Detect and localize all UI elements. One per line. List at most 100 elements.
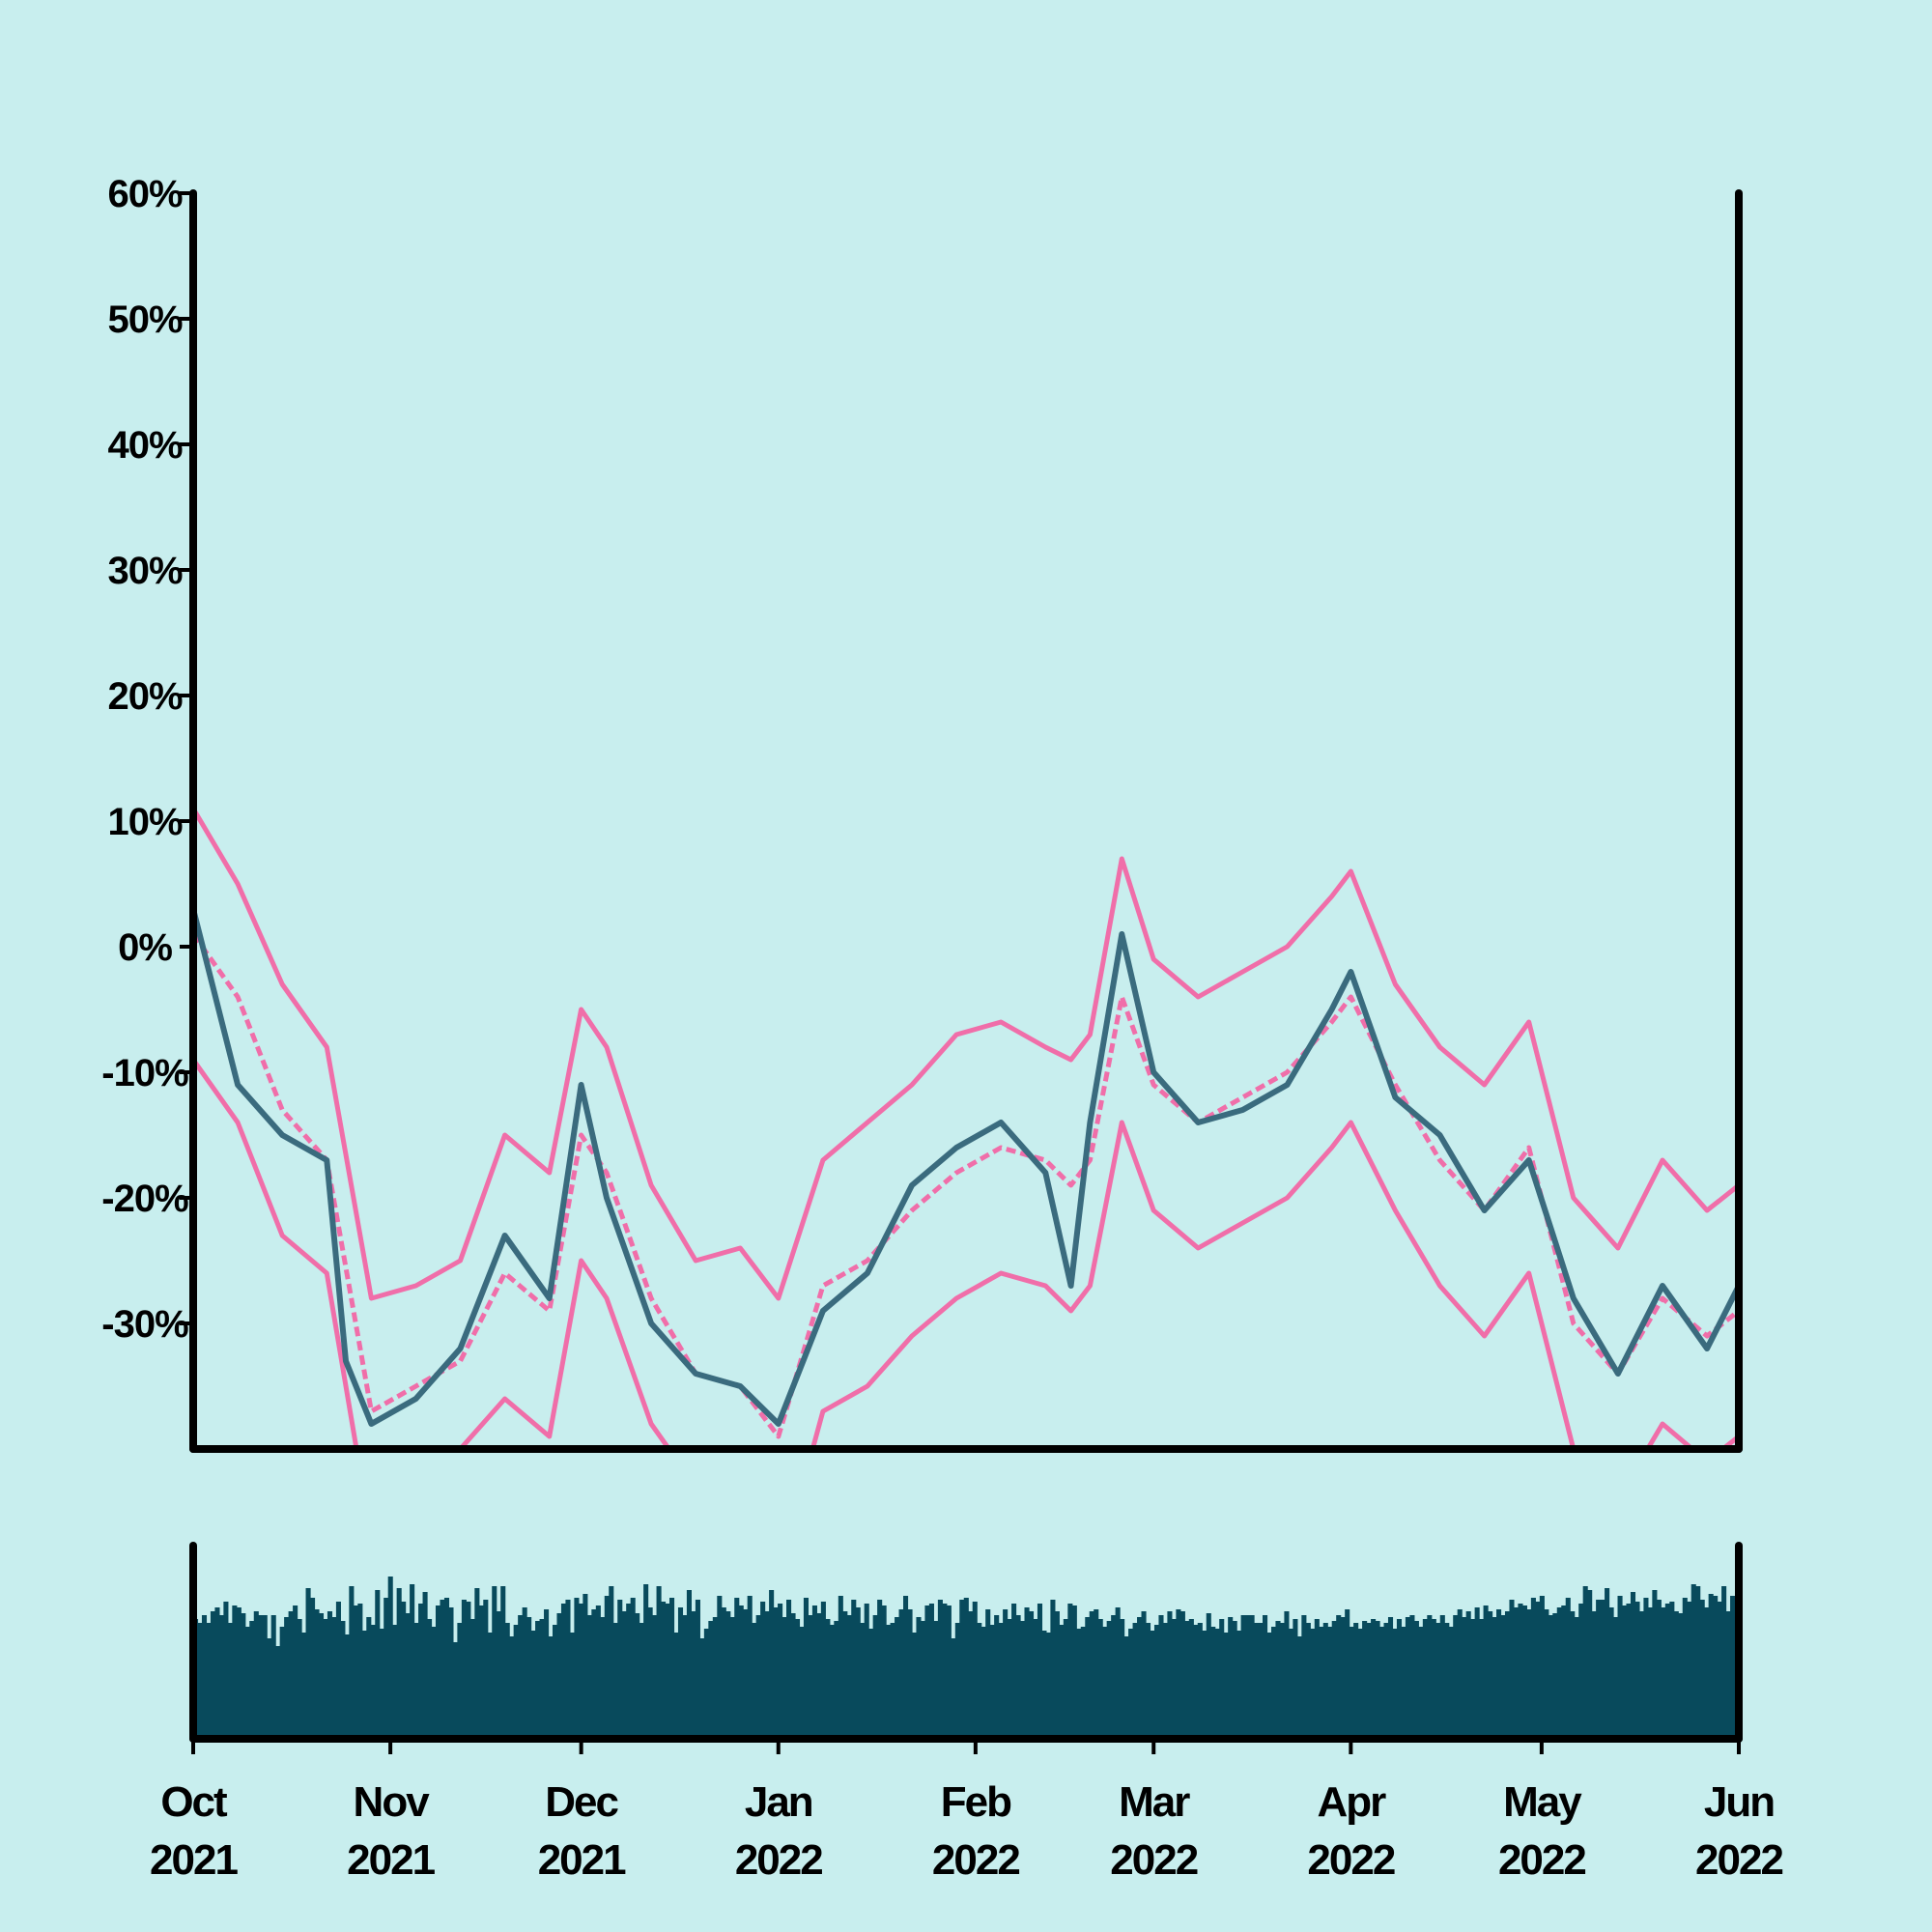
volume-bar <box>1063 1619 1068 1739</box>
volume-bar <box>1638 1611 1644 1739</box>
volume-bar <box>1409 1615 1415 1739</box>
volume-bar <box>1708 1594 1714 1739</box>
volume-bar <box>1492 1617 1497 1739</box>
volume-bar <box>612 1623 618 1739</box>
volume-bar <box>1661 1607 1666 1739</box>
volume-bar <box>1167 1611 1173 1739</box>
volume-bar <box>752 1623 757 1739</box>
volume-bar <box>1179 1611 1185 1739</box>
volume-bar <box>357 1604 363 1739</box>
volume-bar <box>764 1611 770 1739</box>
volume-bar <box>1111 1615 1117 1739</box>
volume-bar <box>1150 1631 1155 1739</box>
volume-bar <box>1600 1600 1605 1739</box>
volume-bar <box>1331 1621 1337 1739</box>
volume-bar <box>1488 1611 1493 1739</box>
volume-bar <box>249 1621 255 1739</box>
volume-bar <box>1483 1605 1489 1739</box>
volume-bar <box>1003 1609 1009 1739</box>
y-tick-label: 60% <box>107 173 182 215</box>
volume-bar <box>1015 1615 1021 1739</box>
volume-bar <box>1240 1615 1246 1739</box>
volume-bar <box>344 1634 350 1739</box>
volume-bar <box>1371 1619 1377 1739</box>
volume-bar <box>626 1604 632 1739</box>
volume-bar <box>1279 1623 1286 1739</box>
volume-bar <box>1162 1623 1168 1739</box>
volume-bar <box>569 1633 575 1739</box>
volume-bar <box>530 1631 536 1739</box>
volume-bar <box>253 1611 259 1739</box>
x-tick-year: 2021 <box>538 1836 626 1884</box>
volume-bar <box>375 1590 381 1739</box>
volume-bar <box>811 1605 817 1739</box>
volume-bar <box>387 1577 393 1739</box>
volume-bar <box>305 1588 311 1739</box>
volume-bar <box>721 1607 726 1739</box>
volume-bar <box>1383 1623 1389 1739</box>
volume-bar <box>1106 1621 1112 1739</box>
volume-bar <box>496 1611 501 1739</box>
volume-bar <box>1605 1588 1610 1739</box>
volume-bar <box>877 1600 883 1739</box>
volume-bar <box>928 1604 934 1739</box>
volume-bar <box>461 1600 467 1739</box>
volume-bar <box>1401 1627 1406 1739</box>
volume-bar <box>431 1627 437 1739</box>
volume-bar <box>452 1642 458 1739</box>
volume-bar <box>600 1617 606 1739</box>
volume-bar <box>635 1613 640 1739</box>
volume-bar <box>838 1596 843 1739</box>
volume-bar <box>435 1605 441 1739</box>
price-series <box>193 908 1739 1427</box>
volume-bar <box>227 1623 233 1739</box>
volume-bar <box>232 1605 238 1739</box>
volume-bar <box>1258 1623 1264 1739</box>
volume-bar <box>1184 1621 1190 1739</box>
volume-bar <box>1422 1619 1428 1739</box>
volume-bar <box>1296 1636 1302 1739</box>
volume-bar <box>669 1598 675 1739</box>
volume-bar <box>1310 1629 1316 1739</box>
volume-bar <box>1275 1621 1281 1739</box>
volume-bar <box>1587 1590 1593 1739</box>
volume-bar <box>1041 1631 1047 1739</box>
volume-bar <box>1076 1629 1082 1739</box>
volume-bar <box>790 1613 796 1739</box>
volume-bar <box>1582 1586 1588 1739</box>
volume-bar <box>769 1590 775 1739</box>
volume-bar <box>241 1613 246 1739</box>
volume-bar <box>1080 1627 1086 1739</box>
volume-bar <box>760 1602 766 1739</box>
x-tick-year: 2022 <box>735 1836 822 1884</box>
volume-bar <box>621 1611 627 1739</box>
volume-bar <box>881 1605 887 1739</box>
volume-bar <box>565 1600 571 1739</box>
volume-bar <box>647 1607 653 1739</box>
volume-bar <box>1141 1611 1147 1739</box>
volume-bar <box>440 1600 445 1739</box>
volume-bar <box>340 1621 346 1739</box>
volume-bar <box>1132 1623 1138 1739</box>
volume-bar <box>1197 1623 1203 1739</box>
volume-bar <box>288 1611 294 1739</box>
x-tick-year: 2021 <box>347 1836 435 1884</box>
volume-bar <box>1578 1604 1584 1739</box>
volume-bar <box>972 1602 978 1739</box>
x-tick-month: Feb <box>941 1778 1011 1826</box>
volume-bar <box>1033 1619 1038 1739</box>
x-tick-month: Nov <box>354 1778 431 1826</box>
x-tick-month: Apr <box>1317 1778 1386 1826</box>
volume-bar <box>1392 1629 1398 1739</box>
volume-bar <box>924 1605 930 1739</box>
y-tick-label: 10% <box>107 801 182 843</box>
volume-bar <box>1145 1623 1151 1739</box>
volume-bar <box>1314 1619 1320 1739</box>
volume-bar <box>1305 1623 1311 1739</box>
volume-bar <box>1500 1615 1506 1739</box>
volume-bar <box>210 1611 216 1739</box>
volume-bar <box>1678 1613 1684 1739</box>
volume-bar <box>401 1602 407 1739</box>
x-tick-month: Jan <box>745 1778 812 1826</box>
